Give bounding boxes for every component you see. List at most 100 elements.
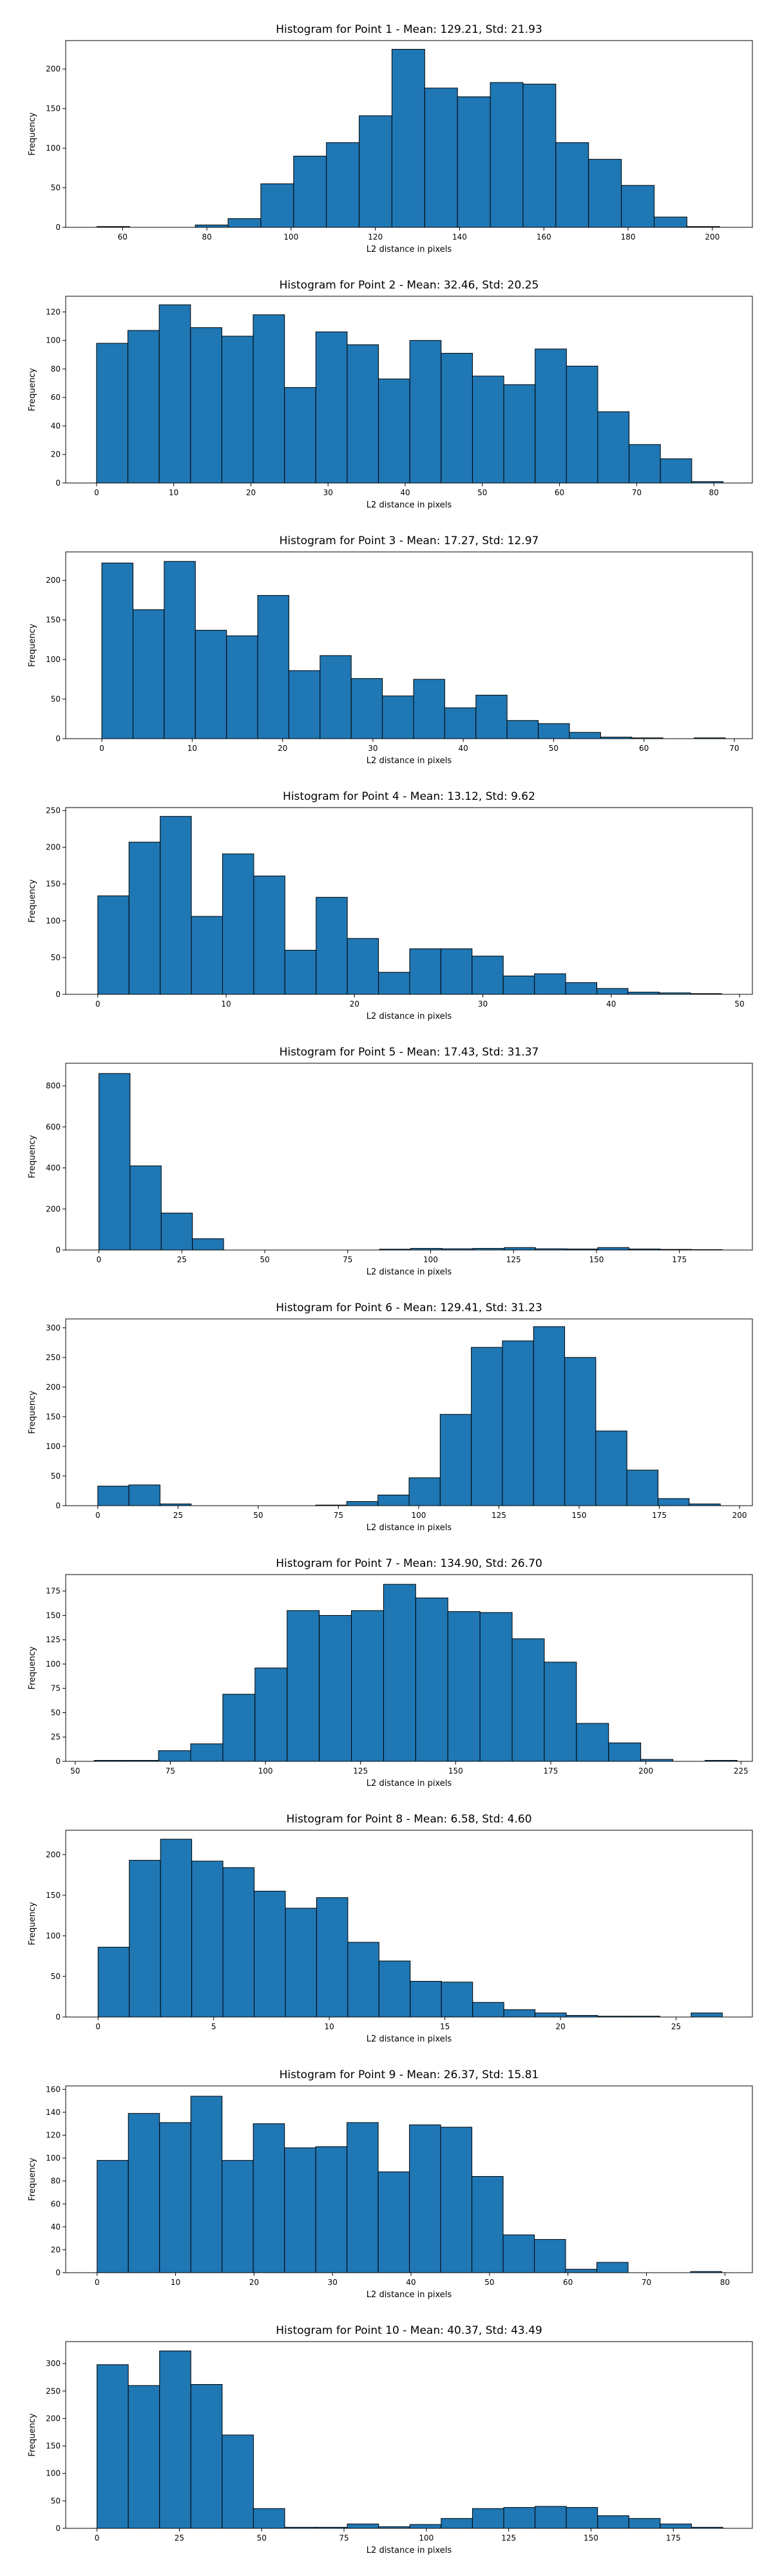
x-tick-label: 0 [95,2278,100,2287]
y-tick-label: 300 [46,1323,61,1332]
x-tick-label: 10 [221,999,231,1009]
histogram-panel-2: Histogram for Point 2 - Mean: 32.46, Std… [28,279,753,510]
histogram-bar [409,948,441,995]
x-tick-label: 125 [491,1511,506,1520]
x-tick-label: 100 [411,1511,426,1520]
x-tick-label: 150 [572,1511,587,1520]
histogram-bar [383,1584,416,1762]
histogram-bar [221,336,254,484]
y-tick-label: 100 [46,916,61,925]
histogram-bar [347,2523,379,2529]
histogram-bar [160,1839,193,2018]
y-tick-label: 200 [46,1850,61,1859]
histogram-bar [472,956,504,995]
histogram-bar [596,2262,629,2273]
x-tick-label: 150 [584,2533,598,2543]
y-tick-label: 20 [51,450,61,459]
histogram-bar [293,155,327,228]
histogram-bar [319,1615,352,1762]
histogram-panel-10: Histogram for Point 10 - Mean: 40.37, St… [28,2324,753,2555]
histogram-bar [457,96,491,228]
x-tick-label: 10 [169,488,178,497]
y-tick-label: 50 [51,2496,61,2505]
plot-frame [65,296,753,484]
x-tick-label: 50 [260,1255,269,1264]
histogram-bar [569,732,601,739]
x-tick-label: 0 [99,744,104,753]
histogram-bar [627,992,660,995]
x-tick-label: 40 [406,2278,415,2287]
histogram-bar [190,327,222,484]
histogram-bar [315,331,348,484]
y-tick-label: 60 [51,2199,61,2208]
histogram-bar [660,458,692,484]
y-tick-label: 150 [46,1412,61,1421]
y-tick-label: 0 [55,1245,61,1255]
x-tick-label: 30 [323,488,333,497]
histogram-bar [158,1750,191,1762]
x-tick-label: 30 [328,2278,338,2287]
x-tick-label: 60 [563,2278,573,2287]
histogram-bar [226,635,258,739]
histogram-bar [440,948,473,995]
histogram-bar [502,2234,535,2273]
y-tick-label: 800 [46,1081,61,1090]
histogram-bar [471,1347,503,1506]
x-tick-label: 140 [452,232,467,242]
histogram-bar [351,1610,384,1762]
histogram-bar [378,972,410,995]
y-tick-label: 80 [51,365,61,374]
x-tick-label: 60 [555,488,564,497]
y-tick-label: 175 [46,1587,61,1596]
y-tick-label: 200 [46,843,61,852]
y-tick-label: 0 [55,478,61,488]
x-tick-label: 25 [173,1511,183,1520]
histogram-bar [413,679,445,739]
y-tick-label: 40 [51,2222,61,2231]
y-axis-label: Frequency [28,368,37,411]
x-tick-label: 40 [459,744,468,753]
x-tick-label: 200 [732,1511,747,1520]
histogram-panel-4: Histogram for Point 4 - Mean: 13.12, Std… [28,790,753,1021]
histogram-bar [315,2146,348,2273]
y-tick-label: 100 [46,655,61,664]
x-tick-label: 25 [177,1255,187,1264]
y-axis-label: Frequency [28,623,37,667]
y-axis-label: Frequency [28,1135,37,1178]
y-tick-label: 200 [46,576,61,585]
histogram-bar [502,1340,534,1506]
x-tick-label: 0 [95,2533,100,2543]
x-tick-label: 100 [423,1255,438,1264]
y-axis-label: Frequency [28,1902,37,1945]
histogram-panel-7: Histogram for Point 7 - Mean: 134.90, St… [28,1557,753,1788]
histogram-bar [190,2384,223,2529]
y-tick-label: 600 [46,1122,61,1132]
histogram-bar [441,2518,473,2529]
histogram-bar [222,2434,254,2529]
x-tick-label: 5 [211,2022,216,2031]
histogram-bar [444,707,477,739]
y-tick-label: 0 [55,1501,61,1510]
y-tick-label: 200 [46,1204,61,1213]
y-tick-label: 0 [55,2268,61,2277]
histogram-bar [132,609,165,739]
y-tick-label: 200 [46,64,61,73]
histogram-bar [658,1498,690,1506]
x-tick-label: 125 [506,1255,521,1264]
histogram-bar [347,938,379,995]
plot-frame [65,551,753,739]
y-tick-label: 0 [55,2524,61,2533]
histogram-bar [128,330,160,484]
histogram-bar [597,411,630,484]
histogram-bar [447,1611,481,1762]
x-tick-label: 125 [353,1766,368,1776]
histogram-bar [479,1612,513,1762]
histogram-panel-1: Histogram for Point 1 - Mean: 129.21, St… [28,23,753,254]
x-tick-label: 120 [368,232,383,242]
histogram-bar [326,142,360,228]
histogram-bar [191,1861,224,2018]
y-tick-label: 50 [51,1472,61,1481]
y-tick-label: 100 [46,2469,61,2478]
histogram-bar [504,1247,536,1251]
y-tick-label: 50 [51,184,61,193]
